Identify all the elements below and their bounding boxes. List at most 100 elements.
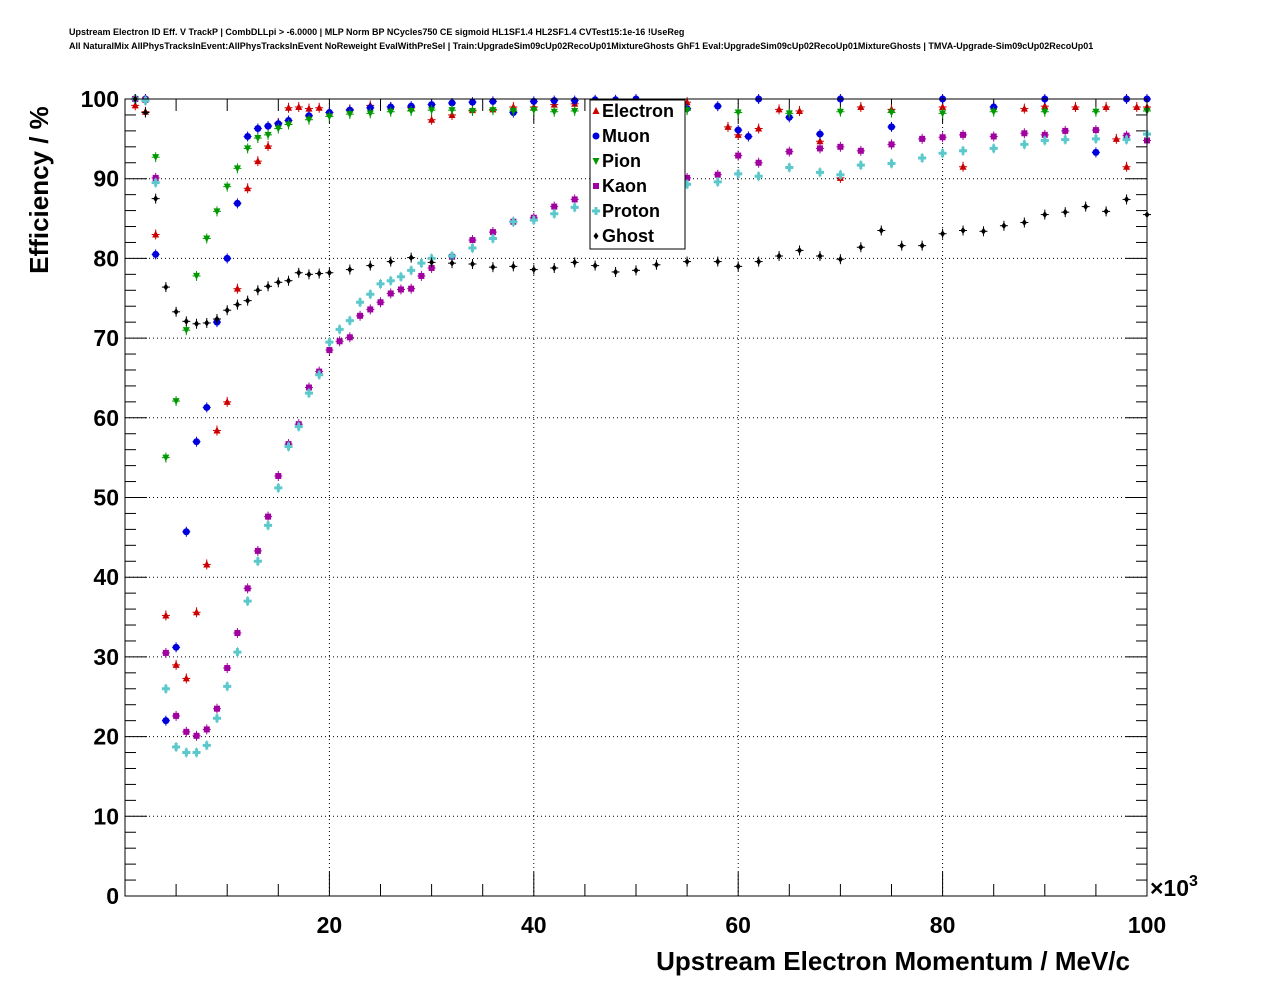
data-point bbox=[212, 714, 221, 723]
data-point bbox=[244, 132, 252, 140]
data-point bbox=[856, 161, 865, 170]
data-point bbox=[347, 266, 353, 274]
legend-marker bbox=[592, 107, 600, 114]
data-point bbox=[223, 254, 231, 262]
data-point bbox=[1092, 127, 1099, 134]
x-multiplier-base: ×10 bbox=[1150, 875, 1189, 901]
data-point bbox=[1092, 108, 1100, 116]
data-point bbox=[1021, 219, 1027, 227]
legend-marker bbox=[593, 232, 599, 240]
data-point bbox=[530, 107, 538, 115]
data-point bbox=[203, 403, 211, 411]
data-point bbox=[284, 442, 293, 451]
x-tick-label: 20 bbox=[317, 912, 343, 938]
data-point bbox=[428, 107, 436, 115]
data-point bbox=[836, 170, 845, 179]
data-point bbox=[162, 649, 169, 656]
data-point bbox=[797, 246, 803, 254]
data-point bbox=[183, 317, 189, 325]
data-point bbox=[193, 438, 201, 446]
data-point bbox=[417, 259, 426, 268]
data-point bbox=[396, 272, 405, 281]
data-point bbox=[756, 258, 762, 266]
tick-labels: 0 10 20 30 40 50 60 70 80 90 100 20 40 60 80 100 bbox=[81, 86, 1167, 938]
data-point bbox=[530, 97, 538, 105]
data-point bbox=[1083, 203, 1089, 211]
data-point bbox=[755, 159, 762, 166]
data-point bbox=[939, 110, 947, 118]
data-point bbox=[142, 109, 148, 117]
data-point bbox=[960, 227, 966, 235]
data-point bbox=[529, 216, 538, 225]
data-point bbox=[172, 742, 181, 751]
data-point bbox=[223, 183, 231, 191]
data-point bbox=[357, 312, 364, 319]
data-point bbox=[367, 306, 374, 313]
data-point bbox=[1040, 136, 1049, 145]
data-point bbox=[254, 547, 261, 554]
data-point bbox=[734, 109, 742, 117]
data-point bbox=[182, 748, 191, 757]
data-point bbox=[265, 282, 271, 290]
data-point bbox=[151, 178, 160, 187]
data-point bbox=[714, 102, 722, 110]
data-point bbox=[744, 132, 752, 140]
data-point bbox=[366, 104, 374, 112]
data-point bbox=[428, 115, 436, 123]
data-point bbox=[325, 338, 334, 347]
data-point bbox=[264, 142, 272, 150]
data-point bbox=[387, 290, 394, 297]
data-point bbox=[254, 135, 262, 143]
data-point bbox=[490, 263, 496, 271]
data-point bbox=[919, 242, 925, 250]
data-point bbox=[571, 97, 579, 105]
data-point bbox=[919, 135, 926, 142]
data-point bbox=[837, 255, 843, 263]
data-point bbox=[735, 152, 742, 159]
data-point bbox=[429, 258, 435, 266]
data-point bbox=[684, 258, 690, 266]
data-point bbox=[376, 279, 385, 288]
y-tick-label: 20 bbox=[93, 724, 119, 750]
data-point bbox=[724, 122, 732, 130]
data-point bbox=[193, 608, 201, 616]
data-point bbox=[990, 133, 997, 140]
data-point bbox=[245, 297, 251, 305]
data-point bbox=[244, 585, 251, 592]
data-point bbox=[448, 252, 457, 261]
data-point bbox=[509, 217, 518, 226]
data-point bbox=[1041, 108, 1049, 116]
x-multiplier: ×103 bbox=[1150, 873, 1198, 901]
data-point bbox=[1071, 102, 1079, 110]
data-point bbox=[1001, 222, 1007, 230]
data-point bbox=[878, 227, 884, 235]
data-point bbox=[633, 266, 639, 274]
data-point bbox=[366, 290, 375, 299]
data-point bbox=[264, 521, 273, 530]
data-point bbox=[397, 286, 404, 293]
data-point bbox=[468, 244, 477, 253]
x-axis-label: Upstream Electron Momentum / MeV/c bbox=[656, 946, 1130, 976]
legend-label: Pion bbox=[602, 151, 641, 171]
data-point bbox=[448, 99, 456, 107]
data-point bbox=[899, 242, 905, 250]
data-point bbox=[162, 717, 170, 725]
legend: Electron Muon Pion Kaon Proton Ghost bbox=[589, 99, 686, 250]
data-point bbox=[152, 154, 160, 162]
data-point bbox=[173, 308, 179, 316]
data-point bbox=[734, 169, 743, 178]
data-point bbox=[214, 315, 220, 323]
x-tick-label: 60 bbox=[725, 912, 751, 938]
data-point bbox=[203, 235, 211, 243]
data-point bbox=[161, 684, 170, 693]
data-point bbox=[213, 426, 221, 434]
data-point bbox=[754, 172, 763, 181]
y-tick-label: 40 bbox=[93, 564, 119, 590]
data-point bbox=[265, 513, 272, 520]
data-point bbox=[213, 705, 220, 712]
data-point bbox=[959, 146, 968, 155]
data-point bbox=[888, 109, 895, 117]
data-point bbox=[785, 110, 793, 118]
data-point bbox=[274, 125, 282, 133]
